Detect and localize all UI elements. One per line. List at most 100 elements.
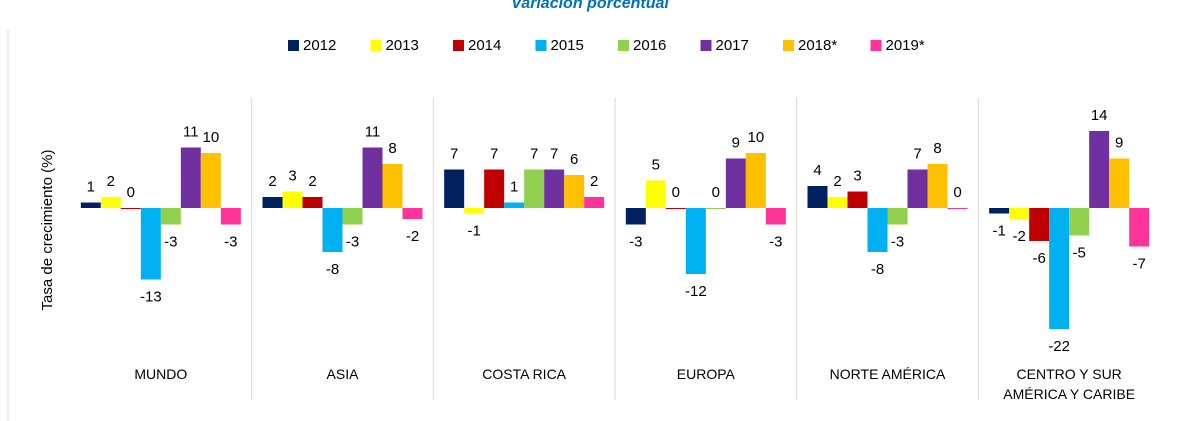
value-label: 10 [202,129,219,146]
bar [665,208,686,209]
legend-label: 2019* [886,37,925,54]
bar [867,208,888,252]
bar [907,169,928,208]
value-label: 14 [1091,107,1108,124]
value-label: -3 [629,233,642,250]
bar [584,197,605,208]
value-label: -3 [891,233,904,250]
value-label: 6 [570,151,578,168]
value-label: 9 [1115,134,1123,151]
value-label: 1 [510,178,518,195]
value-label: -5 [1072,244,1085,261]
legend-swatch [870,40,882,51]
legend-label: 2013 [386,37,419,54]
bar [180,147,201,208]
value-label: -8 [871,261,884,278]
bar [220,208,241,225]
bar [444,169,465,208]
bar [947,208,968,209]
bar [120,208,141,209]
legend-swatch [783,40,794,51]
legend-swatch [700,40,712,51]
value-label: -1 [467,222,480,239]
bar [1129,208,1150,247]
value-label: -12 [685,283,707,300]
legend-swatch [618,40,629,51]
value-label: 11 [183,123,199,140]
bar [1069,208,1090,236]
bar [625,208,646,225]
value-label: 7 [530,145,538,162]
y-axis-label: Tasa de crecimiento (%) [39,150,56,311]
bar [807,186,828,208]
bar [342,208,363,225]
legend-swatch [370,40,382,51]
value-label: -22 [1048,338,1070,355]
value-label: -2 [406,228,419,245]
value-label: 0 [672,184,680,201]
value-label: -3 [346,233,359,250]
bar [1049,208,1070,329]
x-tick-label: COSTA RICA [482,366,567,382]
legend-label: 2018* [798,37,837,54]
value-label: 0 [953,184,961,201]
value-label: 7 [490,145,498,162]
value-label: 7 [913,145,921,162]
x-label-box: ASIA [326,366,359,382]
value-label: -1 [992,222,1005,239]
bar [989,208,1010,214]
bar [847,191,868,208]
bar [564,175,585,208]
bar [382,164,403,208]
value-label: 5 [652,156,660,173]
x-tick-label: CENTRO Y SUR AMÉRICA Y CARIBE [1003,366,1136,402]
bar [464,208,485,214]
value-label: 7 [450,145,458,162]
bar [302,197,323,208]
value-label: -8 [326,261,339,278]
value-label: 2 [107,173,115,190]
legend-label: 2015 [551,37,584,54]
value-label: -3 [769,233,782,250]
value-label: 11 [365,123,381,140]
bar [887,208,908,225]
bar [402,208,423,219]
x-tick-label: MUNDO [134,366,188,382]
bar [645,180,666,208]
bar [685,208,706,274]
x-label-box: EUROPA [676,366,735,382]
bar [827,197,848,208]
x-tick-label: ASIA [326,366,359,382]
bar [262,197,283,208]
value-label: -3 [164,233,177,250]
value-label: -7 [1132,255,1145,272]
x-tick-label: EUROPA [676,366,735,382]
bar [705,208,726,209]
bar [504,202,525,208]
bar [1109,158,1130,208]
value-label: -3 [224,233,237,250]
value-label: 3 [853,167,861,184]
x-label-box: NORTE AMÉRICA [829,366,946,382]
bar [725,158,746,208]
x-label-box: CENTRO Y SUR AMÉRICA Y CARIBE [1003,366,1136,402]
bar [927,164,948,208]
bar [1029,208,1050,241]
value-label: 8 [388,140,396,157]
legend-swatch [535,40,547,51]
bar [544,169,565,208]
x-tick-label: NORTE AMÉRICA [829,366,946,382]
value-label: 7 [550,145,558,162]
bar [282,191,303,208]
value-label: 2 [308,173,316,190]
x-label-box: MUNDO [134,366,188,382]
legend-label: 2012 [303,37,336,54]
chart-title: Variación porcentual [511,0,669,12]
value-label: 1 [87,178,95,195]
value-label: 0 [712,184,720,201]
value-label: -2 [1012,228,1025,245]
value-label: 2 [833,173,841,190]
value-label: 10 [747,129,764,146]
